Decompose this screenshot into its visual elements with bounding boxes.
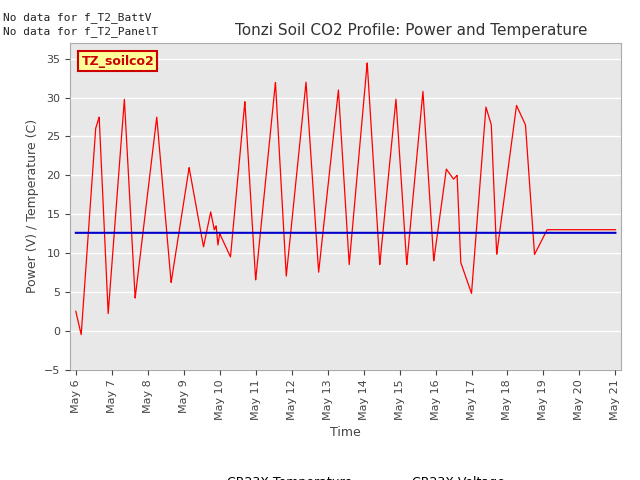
Title: Tonzi Soil CO2 Profile: Power and Temperature: Tonzi Soil CO2 Profile: Power and Temper… xyxy=(236,23,588,38)
Text: No data for f_T2_BattV
No data for f_T2_PanelT: No data for f_T2_BattV No data for f_T2_… xyxy=(3,12,159,37)
X-axis label: Time: Time xyxy=(330,426,361,439)
Legend: CR23X Temperature, CR23X Voltage: CR23X Temperature, CR23X Voltage xyxy=(181,471,510,480)
Text: TZ_soilco2: TZ_soilco2 xyxy=(81,55,154,68)
Y-axis label: Power (V) / Temperature (C): Power (V) / Temperature (C) xyxy=(26,120,39,293)
